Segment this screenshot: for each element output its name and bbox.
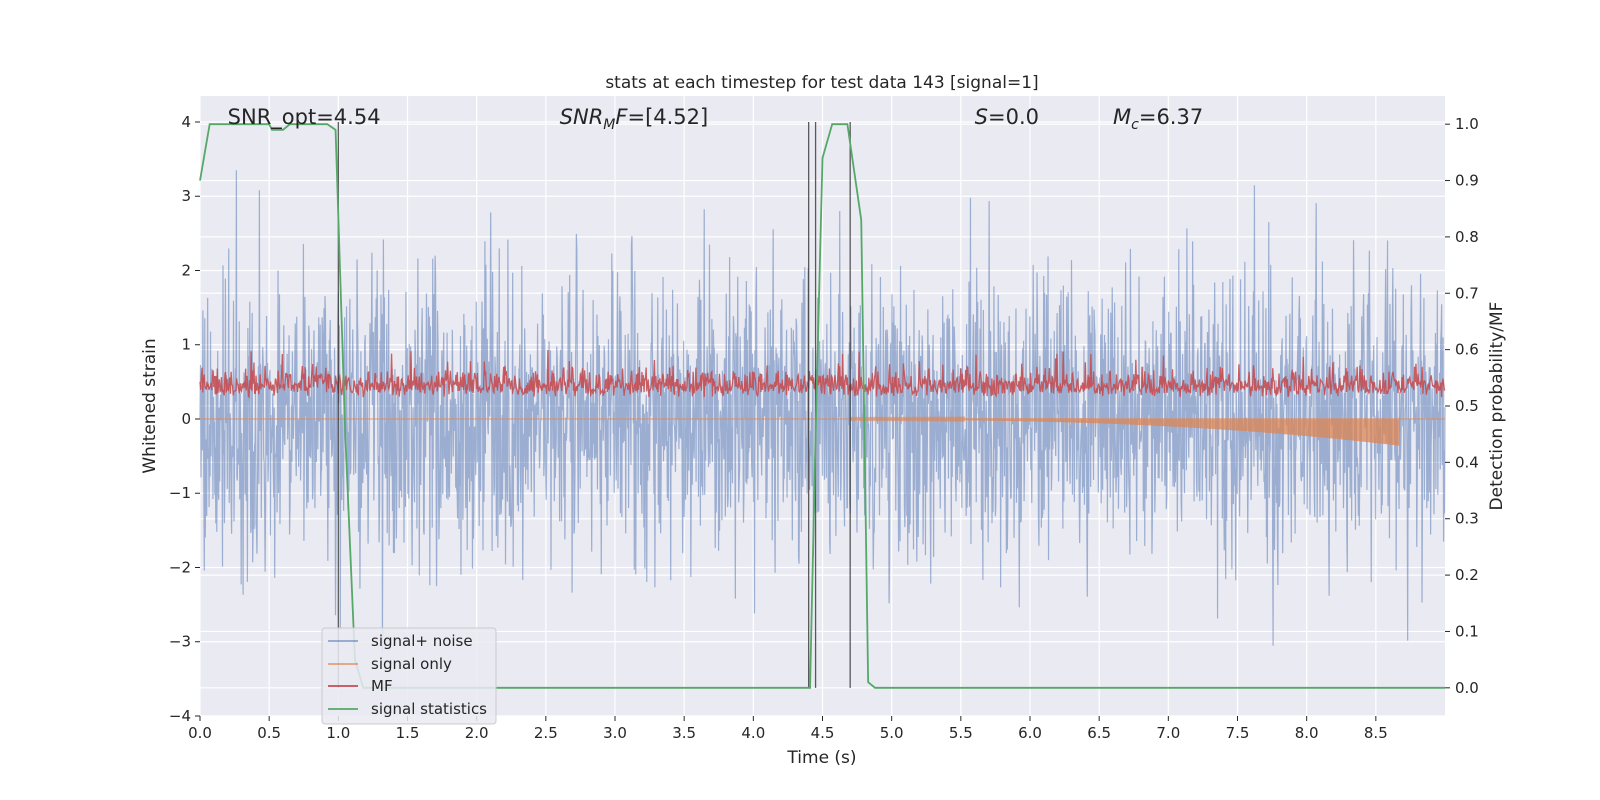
- y-left-axis-ticks: 4 3 2 1 0 −1 −2 −3 −4: [169, 113, 200, 725]
- yr-tick-label-4: 0.6: [1455, 341, 1479, 359]
- series-mf: [199, 349, 1446, 399]
- annotation-snr-opt-value: 4.54: [334, 105, 381, 129]
- annotation-snr-mf-prefix: SNR: [560, 105, 604, 129]
- x-tick-label-0: 0.0: [188, 724, 212, 742]
- annotation-snr-mf-suffix: F=: [615, 105, 645, 129]
- chart-title: stats at each timestep for test data 143…: [605, 73, 1038, 93]
- yl-tick-label-4: 0: [181, 410, 191, 428]
- yl-tick-label-8: −4: [169, 707, 191, 725]
- annotation-mc-value: 6.37: [1156, 105, 1203, 129]
- line-mf: [199, 349, 1446, 399]
- x-tick-label-15: 7.5: [1226, 724, 1250, 742]
- yr-tick-label-10: 0.0: [1455, 679, 1479, 697]
- x-tick-label-5: 2.5: [534, 724, 558, 742]
- yl-tick-label-0: 4: [181, 113, 191, 131]
- annotation-snr-mf-value: [4.52]: [645, 105, 708, 129]
- annotation-snr-opt-prefix: SNR_opt=: [228, 105, 334, 130]
- yr-tick-label-8: 0.2: [1455, 566, 1479, 584]
- annotation-s-suffix: =: [988, 105, 1006, 129]
- yr-tick-label-1: 0.9: [1455, 172, 1479, 190]
- yl-tick-label-7: −3: [169, 633, 191, 651]
- series-signal-only: [200, 415, 1445, 446]
- y-right-axis-title: Detection probability/MF: [1487, 302, 1507, 511]
- yr-tick-label-3: 0.7: [1455, 284, 1479, 302]
- yr-tick-label-0: 1.0: [1455, 115, 1479, 133]
- yl-tick-label-1: 3: [181, 187, 191, 205]
- legend-label-signal-statistics: signal statistics: [371, 700, 487, 718]
- yl-tick-label-5: −1: [169, 484, 191, 502]
- yr-tick-label-6: 0.4: [1455, 453, 1479, 471]
- annotation-snr-mf: SNRMF=[4.52]: [560, 105, 709, 133]
- annotation-s: S=0.0: [975, 105, 1039, 129]
- yl-tick-label-6: −2: [169, 558, 191, 576]
- legend: signal+ noise signal only MF signal stat…: [321, 627, 497, 725]
- x-tick-label-6: 3.0: [603, 724, 627, 742]
- annotations: SNR_opt=4.54 SNRMF=[4.52] S=0.0 Mc=6.37: [228, 105, 1204, 133]
- x-tick-label-16: 8.0: [1295, 724, 1319, 742]
- yl-tick-label-2: 2: [181, 261, 191, 279]
- line-signal-noise: [199, 170, 1446, 653]
- x-tick-label-4: 2.0: [465, 724, 489, 742]
- x-tick-label-7: 3.5: [672, 724, 696, 742]
- legend-box: [321, 627, 497, 725]
- annotation-s-prefix: S: [975, 105, 988, 129]
- x-tick-label-13: 6.5: [1087, 724, 1111, 742]
- x-tick-label-8: 4.0: [741, 724, 765, 742]
- annotation-mc: Mc=6.37: [1113, 105, 1203, 133]
- x-tick-label-1: 0.5: [257, 724, 281, 742]
- annotation-mc-prefix: M: [1113, 105, 1131, 129]
- annotation-s-value: 0.0: [1006, 105, 1039, 129]
- annotation-mc-sub: c: [1131, 117, 1139, 133]
- yr-tick-label-2: 0.8: [1455, 228, 1479, 246]
- x-tick-label-12: 6.0: [1018, 724, 1042, 742]
- x-tick-label-11: 5.5: [949, 724, 973, 742]
- x-axis-title: Time (s): [786, 748, 856, 768]
- x-tick-label-9: 4.5: [811, 724, 835, 742]
- annotation-mc-suffix: =: [1139, 105, 1157, 129]
- x-tick-label-17: 8.5: [1364, 724, 1388, 742]
- x-tick-label-2: 1.0: [326, 724, 350, 742]
- yr-tick-label-7: 0.3: [1455, 510, 1479, 528]
- x-tick-label-10: 5.0: [880, 724, 904, 742]
- y-right-axis-ticks: 1.0 0.9 0.8 0.7 0.6 0.5 0.4 0.3 0.2 0.1 0.0: [1445, 115, 1479, 697]
- annotation-snr-opt: SNR_opt=4.54: [228, 105, 381, 130]
- yr-tick-label-9: 0.1: [1455, 622, 1479, 640]
- x-axis-ticks: 0.0 0.5 1.0 1.5 2.0 2.5 3.0 3.5 4.0 4.5 5.0 5.5 6.0 6…: [188, 716, 1388, 742]
- y-left-axis-title: Whitened strain: [140, 338, 160, 473]
- line-signal-only: [200, 415, 1445, 446]
- yl-tick-label-3: 1: [181, 336, 191, 354]
- legend-label-signal-only: signal only: [371, 655, 452, 673]
- legend-label-mf: MF: [371, 677, 393, 695]
- x-tick-label-14: 7.0: [1156, 724, 1180, 742]
- annotation-snr-mf-sub: M: [603, 117, 615, 133]
- x-tick-label-3: 1.5: [396, 724, 420, 742]
- legend-label-signal-noise: signal+ noise: [371, 632, 473, 650]
- series-signal-noise: [199, 170, 1446, 653]
- yr-tick-label-5: 0.5: [1455, 397, 1479, 415]
